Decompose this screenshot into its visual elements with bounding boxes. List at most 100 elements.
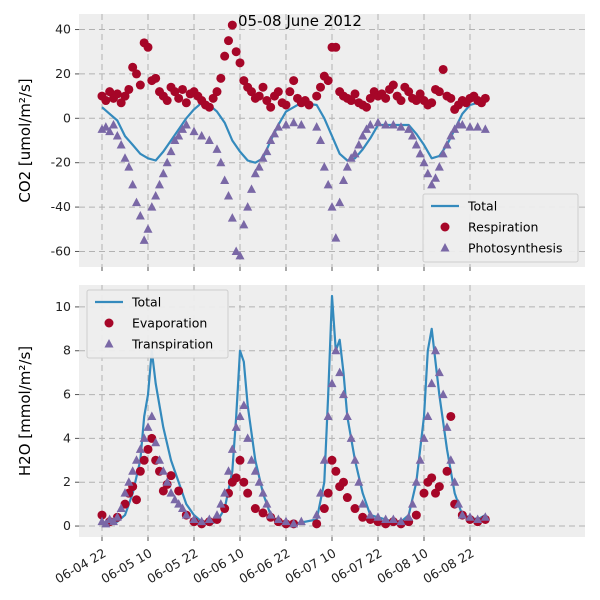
point-photosynthesis: [281, 119, 291, 129]
point-photosynthesis: [289, 117, 299, 127]
point-photosynthesis: [174, 131, 184, 140]
legend-swatch-photosynthesis: [440, 243, 450, 252]
point-photosynthesis: [132, 197, 141, 207]
point-transpiration: [312, 510, 322, 519]
point-photosynthesis: [323, 179, 333, 189]
point-photosynthesis: [135, 210, 145, 220]
point-photosynthesis: [166, 146, 176, 156]
y-tick-label: -40: [51, 199, 71, 214]
point-respiration: [208, 93, 218, 103]
point-transpiration: [147, 411, 157, 420]
x-tick-label: 06-06 22: [236, 545, 292, 586]
point-photosynthesis: [319, 162, 329, 171]
point-photosynthesis: [362, 124, 371, 133]
legend-swatch-transpiration: [104, 339, 114, 348]
point-photosynthesis: [442, 139, 452, 149]
point-evaporation: [446, 411, 456, 421]
point-photosynthesis: [220, 175, 230, 184]
point-evaporation: [258, 508, 268, 518]
point-photosynthesis: [450, 124, 460, 133]
point-respiration: [151, 73, 161, 83]
point-evaporation: [323, 488, 333, 498]
point-photosynthesis: [431, 173, 440, 182]
point-transpiration: [128, 466, 138, 475]
point-evaporation: [339, 477, 348, 487]
point-photosynthesis: [143, 224, 153, 233]
point-respiration: [220, 51, 230, 61]
point-respiration: [266, 102, 276, 112]
point-photosynthesis: [335, 197, 345, 207]
point-respiration: [212, 87, 222, 97]
point-transpiration: [273, 514, 283, 523]
point-photosynthesis: [155, 179, 164, 189]
point-transpiration: [151, 437, 161, 447]
point-respiration: [362, 102, 371, 112]
point-respiration: [304, 100, 314, 110]
point-respiration: [273, 87, 283, 97]
point-transpiration: [162, 477, 172, 486]
point-transpiration: [323, 411, 333, 420]
y-tick-label: 20: [55, 66, 71, 81]
point-transpiration: [181, 510, 191, 519]
point-transpiration: [266, 510, 276, 519]
point-transpiration: [139, 433, 149, 442]
point-respiration: [427, 98, 437, 108]
point-photosynthesis: [170, 135, 180, 144]
point-respiration: [235, 58, 245, 68]
point-photosynthesis: [446, 131, 456, 140]
point-respiration: [446, 93, 456, 103]
point-respiration: [204, 102, 214, 112]
point-transpiration: [327, 378, 337, 388]
point-respiration: [331, 42, 341, 52]
point-transpiration: [109, 516, 118, 526]
point-evaporation: [231, 473, 241, 483]
point-transpiration: [415, 455, 425, 464]
point-photosynthesis: [216, 157, 226, 167]
point-photosynthesis: [327, 202, 337, 211]
point-respiration: [285, 87, 295, 97]
point-respiration: [116, 98, 126, 108]
point-photosynthesis: [158, 168, 168, 178]
point-respiration: [178, 84, 187, 94]
point-evaporation: [97, 510, 107, 520]
legend-label-respiration: Respiration: [468, 220, 538, 235]
point-photosynthesis: [124, 162, 134, 171]
point-photosynthesis: [415, 148, 425, 158]
point-photosynthesis: [231, 246, 241, 255]
legend: Total Respiration Photosynthesis: [422, 193, 579, 263]
point-transpiration: [350, 455, 360, 464]
point-evaporation: [132, 495, 141, 505]
point-respiration: [258, 82, 268, 92]
point-photosynthesis: [258, 153, 268, 162]
point-evaporation: [235, 455, 245, 465]
point-photosynthesis: [354, 139, 364, 149]
point-respiration: [434, 87, 444, 97]
point-transpiration: [262, 499, 272, 508]
point-transpiration: [450, 477, 460, 486]
point-transpiration: [212, 510, 222, 519]
point-respiration: [231, 47, 241, 57]
point-photosynthesis: [189, 126, 199, 136]
point-transpiration: [155, 455, 164, 464]
x-tick-label: 06-08 22: [420, 545, 476, 586]
point-evaporation: [431, 488, 440, 498]
point-photosynthesis: [457, 119, 467, 129]
point-transpiration: [227, 444, 237, 453]
y-tick-label: 40: [55, 22, 71, 37]
point-respiration: [181, 98, 191, 108]
point-photosynthesis: [224, 190, 233, 200]
y-tick-label: 6: [63, 387, 71, 402]
point-photosynthesis: [473, 122, 483, 131]
point-respiration: [162, 96, 172, 106]
point-transpiration: [427, 378, 437, 388]
point-transpiration: [224, 466, 233, 475]
point-evaporation: [243, 488, 253, 498]
legend-label-total: Total: [131, 295, 161, 310]
point-respiration: [312, 91, 322, 101]
point-respiration: [143, 42, 153, 52]
point-respiration: [323, 76, 333, 86]
point-respiration: [170, 87, 180, 97]
point-photosynthesis: [480, 124, 490, 133]
point-respiration: [128, 62, 138, 72]
point-respiration: [227, 20, 237, 30]
